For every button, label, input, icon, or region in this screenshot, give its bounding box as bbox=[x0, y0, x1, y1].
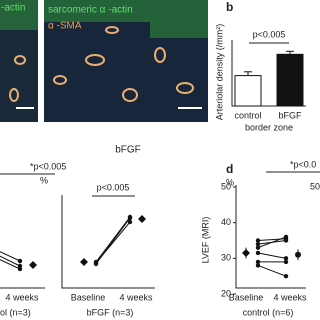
y-tick-label: 20 bbox=[221, 288, 231, 298]
y-axis-label: Arteriolar density (/mm²) bbox=[214, 24, 224, 121]
subject-point bbox=[127, 219, 133, 225]
y-tick-label: 30 bbox=[221, 253, 231, 263]
mean-marker bbox=[80, 258, 88, 266]
subject-point bbox=[255, 238, 261, 243]
bar bbox=[234, 75, 262, 107]
subject-point bbox=[93, 260, 99, 266]
subject-line bbox=[0, 259, 21, 270]
annotation: p<0.005 bbox=[253, 29, 286, 39]
group-label: control (n=6) bbox=[243, 307, 294, 317]
bar bbox=[276, 53, 304, 107]
mean-marker bbox=[242, 248, 250, 257]
x-tick-label: 4 weeks bbox=[5, 292, 39, 302]
mean-marker bbox=[29, 261, 37, 269]
x-axis-label: border zone bbox=[245, 122, 293, 132]
subject-point bbox=[283, 234, 289, 240]
subject-point bbox=[17, 258, 23, 264]
vessels bbox=[9, 26, 194, 102]
subject-line bbox=[0, 255, 21, 267]
subject-point bbox=[127, 215, 133, 221]
subject-line bbox=[257, 236, 287, 249]
subject-point bbox=[283, 238, 289, 243]
image-caption: bFGF bbox=[115, 145, 141, 156]
y-unit: % bbox=[40, 175, 48, 185]
x-tick-label: 4 weeks bbox=[119, 292, 153, 302]
subject-line bbox=[95, 221, 131, 264]
group-label: ol (n=3) bbox=[0, 307, 31, 317]
subject-point bbox=[255, 250, 261, 256]
subject-line bbox=[95, 216, 131, 263]
stain-label: α -SMA bbox=[48, 21, 82, 32]
y-tick-label: 40 bbox=[221, 217, 231, 227]
subject-point bbox=[255, 241, 261, 247]
mean-marker bbox=[295, 251, 301, 258]
x-tick-label: Baseline bbox=[71, 292, 106, 302]
stain-label: -actin bbox=[1, 3, 25, 14]
mean-marker bbox=[138, 215, 146, 223]
subject-point bbox=[283, 256, 289, 261]
subject-point bbox=[255, 259, 261, 265]
y-tick-label: 50 bbox=[221, 181, 231, 191]
subject-point bbox=[283, 273, 289, 279]
x-tick-label: 4 weeks bbox=[273, 292, 307, 302]
annotation: *p<0.0 bbox=[290, 159, 316, 169]
panel-letter: d bbox=[226, 162, 233, 176]
x-tick-label: bFGF bbox=[278, 110, 302, 120]
axis bbox=[235, 185, 306, 289]
annotation: *p<0.005 bbox=[30, 161, 66, 171]
subject-point bbox=[255, 245, 261, 250]
panel-letter: b bbox=[226, 0, 233, 14]
x-tick-label: control bbox=[234, 110, 261, 120]
stain-label: sarcomeric α -actin bbox=[48, 5, 133, 16]
subject-point bbox=[255, 263, 261, 268]
edge-tick-label: 50 bbox=[310, 181, 320, 191]
x-tick-label: Baseline bbox=[229, 292, 264, 302]
subject-line bbox=[257, 252, 287, 259]
axis bbox=[61, 195, 155, 289]
subject-line bbox=[0, 251, 21, 262]
subject-point bbox=[283, 259, 289, 265]
group-label: bFGF (n=3) bbox=[87, 307, 134, 317]
y-axis-label: LVEF (MRI) bbox=[200, 217, 210, 264]
annotation: p<0.005 bbox=[97, 182, 130, 192]
subject-point bbox=[17, 266, 23, 272]
y-unit: % bbox=[226, 177, 234, 187]
subject-line bbox=[257, 264, 287, 277]
tissue bbox=[0, 0, 208, 38]
